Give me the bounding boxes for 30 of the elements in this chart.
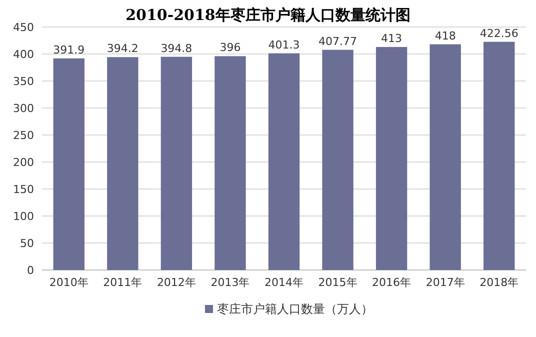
data-label: 407.77 <box>318 34 358 48</box>
data-label: 401.3 <box>268 38 300 52</box>
x-tick-label: 2018年 <box>480 276 519 289</box>
x-tick-label: 2011年 <box>103 276 142 289</box>
y-tick-label: 450 <box>13 21 34 34</box>
data-label: 396 <box>220 41 241 54</box>
data-label: 413 <box>381 32 402 45</box>
y-tick-label: 300 <box>13 102 34 115</box>
data-label: 422.56 <box>480 26 518 40</box>
x-tick-label: 2015年 <box>318 276 358 289</box>
data-label: 394.8 <box>160 42 192 55</box>
data-label: 391.9 <box>53 43 85 56</box>
data-label: 394.2 <box>106 42 138 56</box>
y-tick-label: 0 <box>27 264 34 277</box>
y-tick-label: 100 <box>13 210 34 223</box>
x-tick-label: 2016年 <box>372 276 412 289</box>
y-tick-label: 400 <box>13 48 34 61</box>
x-tick-label: 2014年 <box>264 276 304 289</box>
x-tick-label: 2017年 <box>426 276 465 289</box>
x-tick-label: 2010年 <box>49 276 88 289</box>
x-tick-label: 2013年 <box>210 276 250 289</box>
y-tick-label: 150 <box>13 183 34 196</box>
x-tick-label: 2012年 <box>156 276 196 289</box>
data-label: 418 <box>434 29 456 42</box>
y-tick-label: 250 <box>13 129 34 142</box>
legend-label: 枣庄市户籍人口数量（万人） <box>217 302 373 316</box>
chart-title: 2010-2018年枣庄市户籍人口数量统计图 <box>126 6 410 24</box>
y-tick-label: 350 <box>13 75 34 88</box>
y-tick-label: 200 <box>13 156 34 169</box>
y-tick-label: 50 <box>20 237 34 250</box>
